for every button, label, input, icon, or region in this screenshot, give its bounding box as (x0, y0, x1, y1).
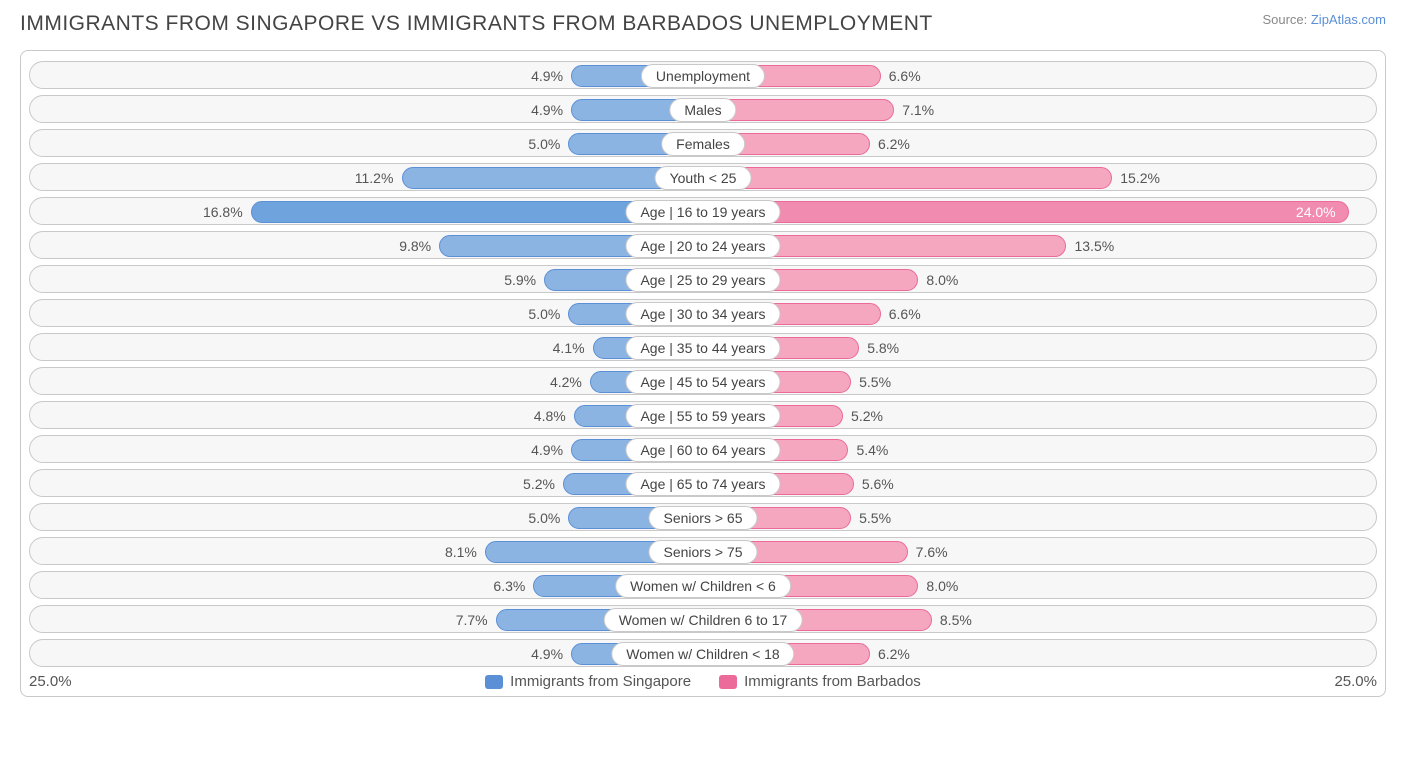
pct-label-right: 5.5% (859, 504, 891, 531)
data-row: 5.0% 6.2% Females (29, 129, 1377, 157)
swatch-barbados (719, 675, 737, 689)
data-row: 4.9% 7.1% Males (29, 95, 1377, 123)
pct-label-left: 16.8% (203, 198, 243, 225)
pct-label-right: 8.0% (926, 572, 958, 599)
chart-title: IMMIGRANTS FROM SINGAPORE VS IMMIGRANTS … (20, 12, 933, 36)
category-label: Age | 60 to 64 years (625, 438, 780, 462)
rows-host: 4.9% 6.6% Unemployment 4.9% 7.1% Males 5.0% 6.2… (29, 61, 1377, 667)
category-label: Women w/ Children 6 to 17 (604, 608, 803, 632)
pct-label-right: 24.0% (1296, 198, 1336, 225)
data-row: 4.8% 5.2% Age | 55 to 59 years (29, 401, 1377, 429)
legend-label-barbados: Immigrants from Barbados (744, 673, 921, 690)
pct-label-left: 7.7% (456, 606, 488, 633)
pct-label-left: 5.0% (528, 130, 560, 157)
data-row: 4.9% 5.4% Age | 60 to 64 years (29, 435, 1377, 463)
category-label: Age | 20 to 24 years (625, 234, 780, 258)
pct-label-right: 8.5% (940, 606, 972, 633)
pct-label-right: 7.6% (916, 538, 948, 565)
pct-label-right: 6.6% (889, 62, 921, 89)
pct-label-left: 4.2% (550, 368, 582, 395)
pct-label-right: 7.1% (902, 96, 934, 123)
source-link[interactable]: ZipAtlas.com (1311, 12, 1386, 27)
pct-label-left: 4.1% (553, 334, 585, 361)
data-row: 9.8% 13.5% Age | 20 to 24 years (29, 231, 1377, 259)
pct-label-left: 5.2% (523, 470, 555, 497)
pct-label-left: 11.2% (355, 164, 394, 191)
pct-label-left: 5.0% (528, 300, 560, 327)
data-row: 5.9% 8.0% Age | 25 to 29 years (29, 265, 1377, 293)
category-label: Unemployment (641, 64, 765, 88)
data-row: 7.7% 8.5% Women w/ Children 6 to 17 (29, 605, 1377, 633)
pct-label-left: 4.9% (531, 62, 563, 89)
pct-label-right: 5.4% (856, 436, 888, 463)
swatch-singapore (485, 675, 503, 689)
bar-barbados (703, 201, 1349, 223)
data-row: 8.1% 7.6% Seniors > 75 (29, 537, 1377, 565)
data-row: 4.1% 5.8% Age | 35 to 44 years (29, 333, 1377, 361)
pct-label-left: 9.8% (399, 232, 431, 259)
pct-label-left: 4.8% (534, 402, 566, 429)
data-row: 4.2% 5.5% Age | 45 to 54 years (29, 367, 1377, 395)
data-row: 11.2% 15.2% Youth < 25 (29, 163, 1377, 191)
data-row: 4.9% 6.2% Women w/ Children < 18 (29, 639, 1377, 667)
category-label: Women w/ Children < 18 (611, 642, 794, 666)
pct-label-left: 5.0% (528, 504, 560, 531)
source-prefix: Source: (1262, 12, 1310, 27)
pct-label-right: 5.5% (859, 368, 891, 395)
legend-center: Immigrants from Singapore Immigrants fro… (485, 673, 921, 690)
category-label: Seniors > 65 (649, 506, 758, 530)
pct-label-left: 5.9% (504, 266, 536, 293)
category-label: Age | 25 to 29 years (625, 268, 780, 292)
category-label: Youth < 25 (655, 166, 752, 190)
category-label: Females (661, 132, 745, 156)
legend-label-singapore: Immigrants from Singapore (510, 673, 691, 690)
pct-label-left: 4.9% (531, 640, 563, 667)
category-label: Age | 55 to 59 years (625, 404, 780, 428)
pct-label-right: 15.2% (1120, 164, 1160, 191)
pct-label-left: 6.3% (493, 572, 525, 599)
data-row: 4.9% 6.6% Unemployment (29, 61, 1377, 89)
pct-label-right: 5.2% (851, 402, 883, 429)
data-row: 5.0% 5.5% Seniors > 65 (29, 503, 1377, 531)
pct-label-right: 5.6% (862, 470, 894, 497)
category-label: Women w/ Children < 6 (615, 574, 791, 598)
data-row: 5.2% 5.6% Age | 65 to 74 years (29, 469, 1377, 497)
data-row: 6.3% 8.0% Women w/ Children < 6 (29, 571, 1377, 599)
pct-label-right: 8.0% (926, 266, 958, 293)
legend-item-singapore: Immigrants from Singapore (485, 673, 691, 690)
pct-label-right: 6.2% (878, 130, 910, 157)
chart-container: 4.9% 6.6% Unemployment 4.9% 7.1% Males 5.0% 6.2… (20, 50, 1386, 697)
category-label: Males (669, 98, 736, 122)
pct-label-right: 6.2% (878, 640, 910, 667)
axis-max-left: 25.0% (29, 673, 72, 690)
source-attribution: Source: ZipAtlas.com (1262, 12, 1386, 27)
category-label: Age | 35 to 44 years (625, 336, 780, 360)
chart-header: IMMIGRANTS FROM SINGAPORE VS IMMIGRANTS … (20, 12, 1386, 36)
pct-label-left: 8.1% (445, 538, 477, 565)
pct-label-left: 4.9% (531, 436, 563, 463)
category-label: Age | 45 to 54 years (625, 370, 780, 394)
category-label: Seniors > 75 (649, 540, 758, 564)
legend-row: 25.0% Immigrants from Singapore Immigran… (29, 673, 1377, 690)
axis-max-right: 25.0% (1334, 673, 1377, 690)
category-label: Age | 30 to 34 years (625, 302, 780, 326)
pct-label-left: 4.9% (531, 96, 563, 123)
data-row: 16.8% 24.0% Age | 16 to 19 years (29, 197, 1377, 225)
data-row: 5.0% 6.6% Age | 30 to 34 years (29, 299, 1377, 327)
pct-label-right: 13.5% (1074, 232, 1114, 259)
category-label: Age | 65 to 74 years (625, 472, 780, 496)
category-label: Age | 16 to 19 years (625, 200, 780, 224)
legend-item-barbados: Immigrants from Barbados (719, 673, 921, 690)
pct-label-right: 5.8% (867, 334, 899, 361)
pct-label-right: 6.6% (889, 300, 921, 327)
bar-barbados (703, 167, 1112, 189)
